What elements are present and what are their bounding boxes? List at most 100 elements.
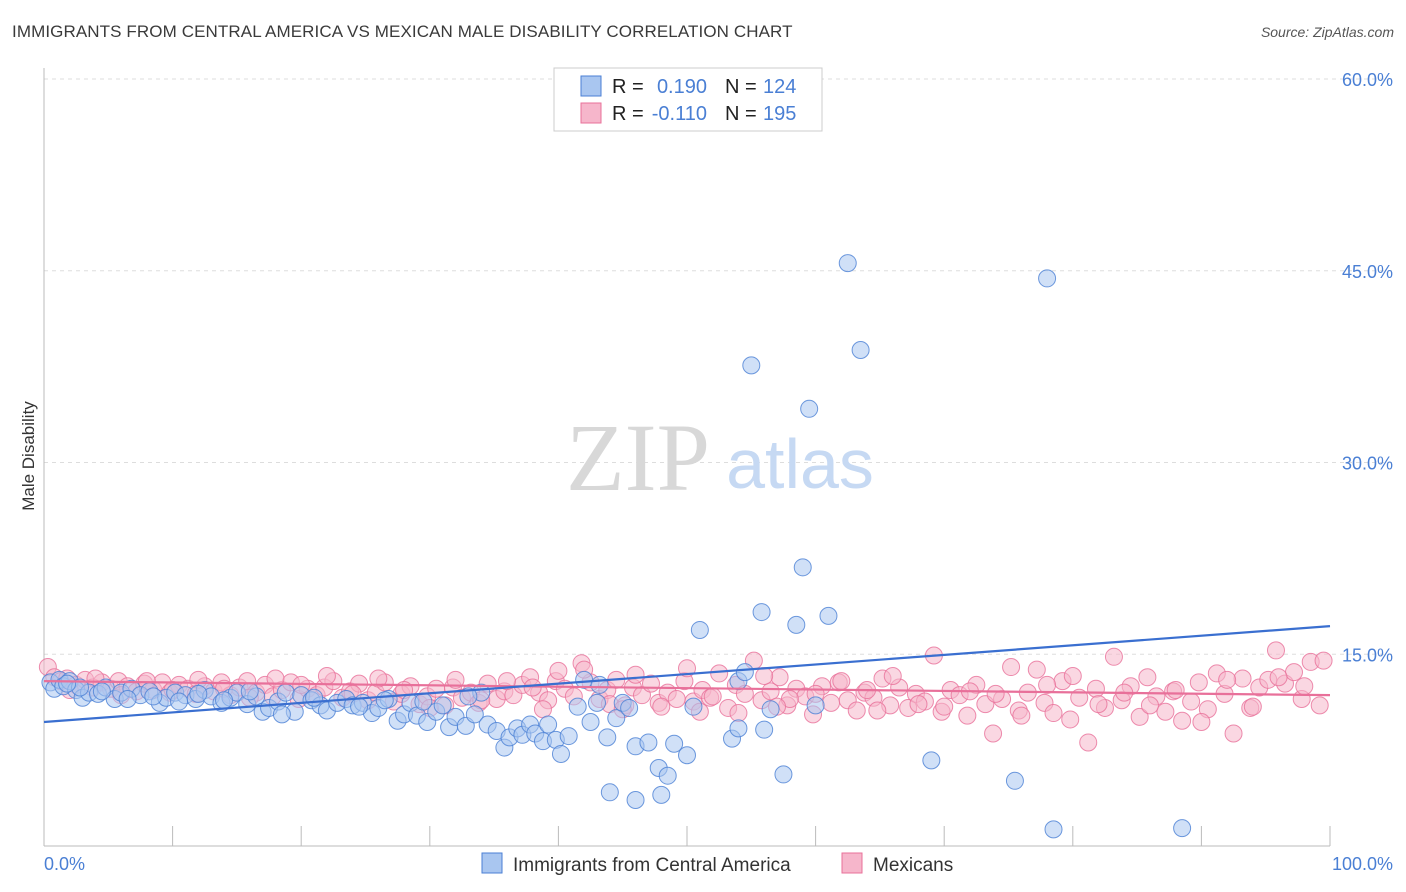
- central-america-point: [793, 558, 812, 577]
- central-america-point: [678, 746, 696, 765]
- central-america-point: [742, 356, 761, 375]
- central-america-point: [838, 254, 857, 273]
- chart-title: IMMIGRANTS FROM CENTRAL AMERICA VS MEXIC…: [12, 22, 793, 41]
- mexicans-point: [1089, 695, 1108, 714]
- mexicans-point: [984, 724, 1003, 743]
- mexicans-point: [1192, 713, 1211, 732]
- mexicans-point: [652, 697, 671, 716]
- mexicans-point: [822, 693, 841, 712]
- mexicans-point: [1156, 702, 1175, 721]
- mexicans-point: [678, 659, 696, 678]
- central-america-point: [92, 682, 111, 701]
- central-america-point: [240, 682, 259, 701]
- grid-lines: [44, 78, 1393, 655]
- mexicans-point: [1044, 704, 1063, 723]
- central-america-point: [433, 696, 452, 715]
- mexicans-point: [1140, 696, 1159, 715]
- mexicans-point: [626, 665, 645, 684]
- central-america-point: [375, 691, 394, 710]
- legend-n-value-pink: 195: [763, 103, 796, 125]
- mexicans-point: [1182, 692, 1201, 711]
- mexicans-point: [1189, 673, 1208, 692]
- bottom-legend-swatch-pink: [841, 852, 863, 874]
- mexicans-point: [427, 679, 446, 698]
- mexicans-point: [667, 689, 686, 708]
- source-credit: Source: ZipAtlas.com: [1260, 24, 1394, 40]
- legend-swatch-pink: [580, 102, 602, 124]
- central-america-point: [922, 751, 941, 770]
- central-america-point: [581, 713, 600, 732]
- x-axis-ticks: [43, 826, 1331, 846]
- legend-r-value-blue: 0.190: [657, 76, 707, 98]
- central-america-point: [761, 700, 780, 719]
- series-legend: Immigrants from Central America Mexicans: [481, 852, 953, 876]
- mexicans-point: [1218, 670, 1237, 689]
- central-america-point: [598, 728, 617, 747]
- central-america-point: [215, 691, 234, 710]
- y-tick-label: 30.0%: [1342, 454, 1393, 474]
- central-america-points: [41, 254, 1192, 839]
- central-america-point: [607, 709, 626, 728]
- x-tick-label-max: 100.0%: [1332, 854, 1393, 874]
- central-america-point: [1044, 820, 1063, 839]
- mexicans-point: [1061, 710, 1080, 729]
- mexicans-point: [446, 670, 465, 689]
- central-america-point: [144, 687, 163, 706]
- central-america-point: [851, 341, 870, 360]
- mexicans-point: [986, 684, 1005, 703]
- mexicans-point: [832, 672, 851, 691]
- central-america-point: [639, 733, 658, 752]
- central-america-point: [752, 603, 771, 622]
- central-america-point: [626, 790, 645, 809]
- mexicans-point: [1130, 707, 1149, 726]
- mexicans-point: [1224, 724, 1243, 743]
- mexicans-point: [1310, 696, 1329, 715]
- central-america-point: [806, 696, 825, 715]
- y-tick-label: 45.0%: [1342, 262, 1393, 282]
- mexicans-point: [1138, 668, 1157, 687]
- central-america-point: [1005, 771, 1024, 790]
- central-america-point: [568, 697, 587, 716]
- mexicans-point: [1295, 677, 1314, 696]
- central-america-point: [600, 783, 619, 802]
- mexicans-point: [1269, 668, 1288, 687]
- central-america-trend-line: [43, 625, 1331, 724]
- mexicans-point: [1233, 669, 1252, 688]
- mexicans-point: [755, 666, 774, 685]
- central-america-point: [559, 727, 578, 746]
- central-america-point: [414, 692, 433, 711]
- legend-swatch-blue: [580, 75, 602, 97]
- central-america-point: [459, 687, 478, 706]
- mexicans-point: [703, 687, 722, 706]
- central-america-point: [1038, 269, 1057, 288]
- central-america-point: [58, 674, 77, 693]
- central-america-point: [575, 670, 594, 689]
- central-america-point: [118, 689, 137, 708]
- central-america-point: [620, 698, 639, 717]
- central-america-point: [735, 663, 754, 682]
- mexicans-point: [549, 661, 568, 680]
- mexicans-point: [935, 697, 954, 716]
- y-axis-title: Male Disability: [19, 401, 38, 511]
- mexicans-point: [369, 669, 388, 688]
- mexicans-point: [761, 682, 780, 701]
- mexicans-point: [1266, 641, 1285, 660]
- mexicans-point: [1027, 660, 1046, 679]
- legend-n-label-pink: N =: [725, 103, 757, 125]
- mexicans-point: [1063, 666, 1082, 685]
- legend-n-label-blue: N =: [725, 76, 757, 98]
- legend-r-label-pink: R =: [612, 103, 644, 125]
- central-america-point: [539, 715, 558, 734]
- legend-r-value-pink: -0.110: [652, 103, 707, 125]
- mexicans-point: [770, 668, 789, 687]
- legend-r-label-blue: R =: [612, 76, 644, 98]
- mexicans-point: [1166, 681, 1185, 700]
- central-america-point: [819, 606, 838, 625]
- bottom-legend-label-pink: Mexicans: [873, 855, 953, 876]
- y-tick-label: 15.0%: [1342, 645, 1393, 665]
- central-america-point: [305, 688, 324, 707]
- legend-n-value-blue: 124: [763, 76, 796, 98]
- mexicans-point: [317, 666, 336, 685]
- mexicans-point: [533, 700, 552, 719]
- mexicans-point: [1173, 711, 1192, 730]
